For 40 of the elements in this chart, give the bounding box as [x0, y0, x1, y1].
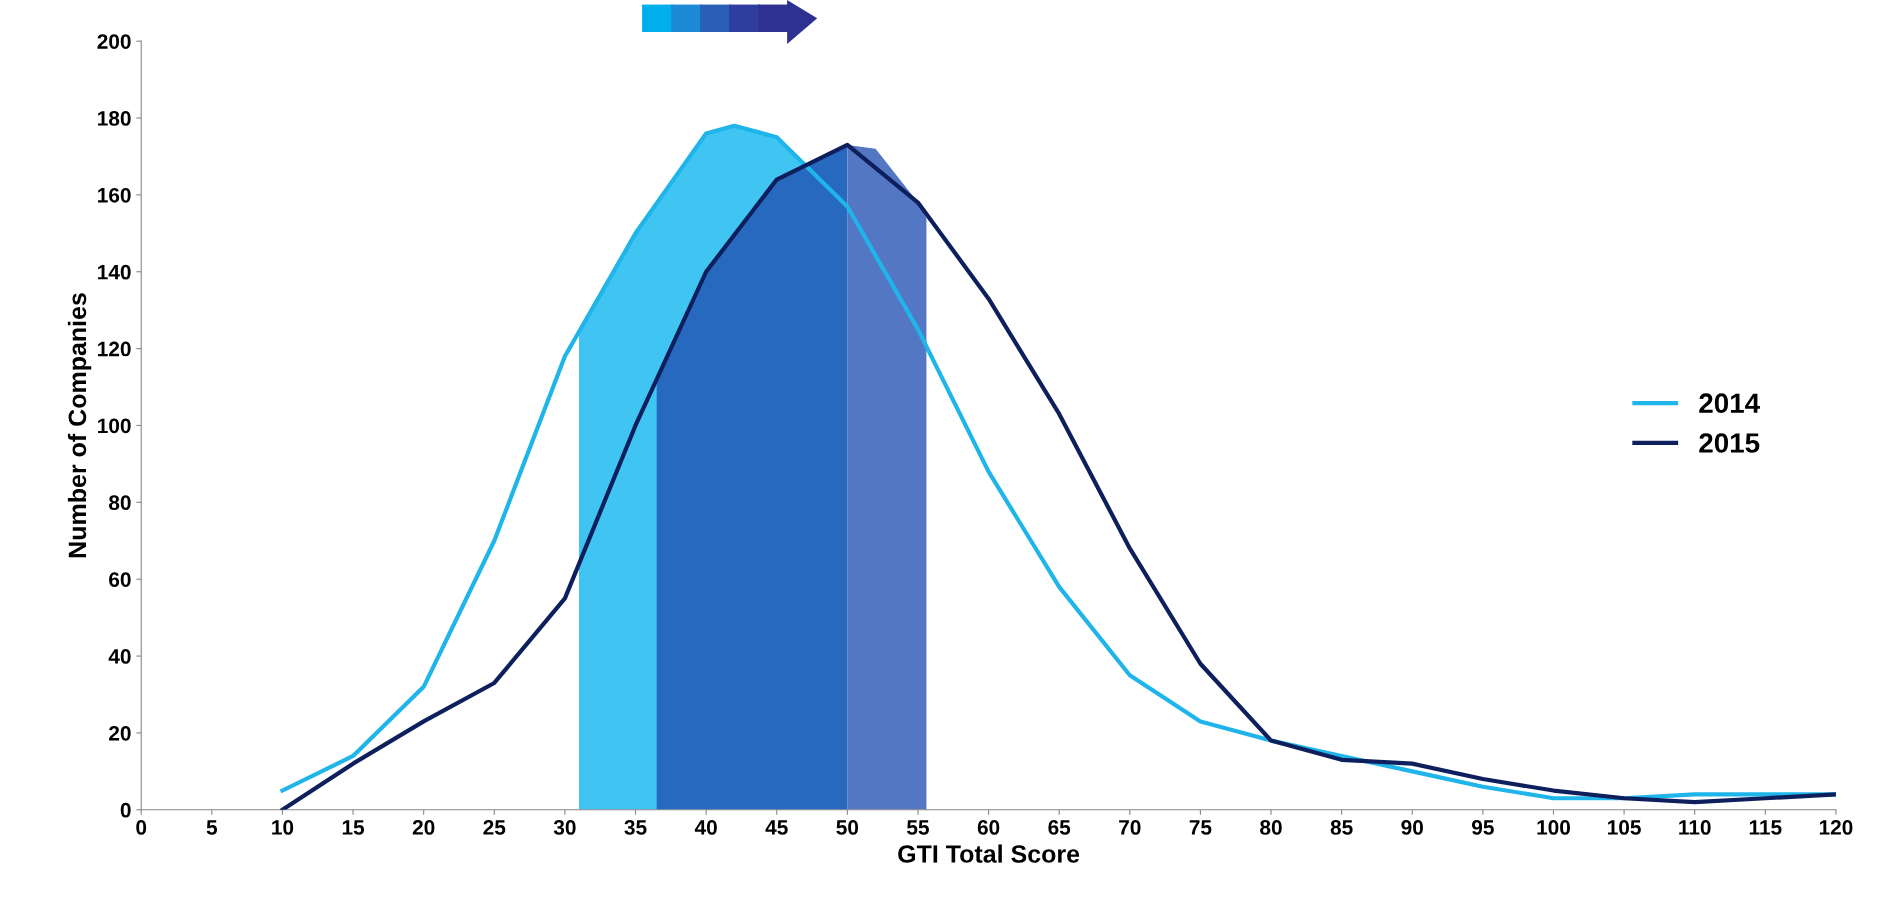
x-tick-label: 0 [136, 820, 147, 835]
x-tick-label: 115 [1749, 820, 1782, 835]
x-tick-label: 95 [1472, 820, 1494, 835]
x-tick-label: 85 [1330, 820, 1353, 835]
y-tick-label: 160 [98, 187, 131, 203]
x-tick-label: 45 [765, 820, 788, 835]
y-tick-label: 40 [108, 649, 131, 664]
x-tick-label: 90 [1401, 820, 1423, 835]
x-tick-label: 10 [272, 820, 294, 835]
x-tick-label: 100 [1537, 820, 1570, 835]
x-tick-label: 75 [1189, 820, 1212, 835]
x-tick-label: 25 [483, 820, 506, 835]
y-tick-label: 200 [97, 34, 131, 49]
x-tick-label: 80 [1260, 820, 1282, 835]
x-tick-label: 110 [1679, 820, 1711, 835]
x-axis-title: GTI Total Score [898, 844, 1080, 863]
y-tick-label: 60 [109, 572, 131, 587]
x-tick-label: 105 [1608, 820, 1641, 835]
x-tick-label: 55 [907, 820, 929, 835]
x-tick-label: 65 [1048, 820, 1071, 835]
y-tick-label: 80 [108, 495, 131, 511]
x-tick-label: 60 [977, 820, 1000, 835]
x-tick-label: 20 [412, 820, 435, 835]
x-tick-label: 40 [694, 820, 717, 835]
x-tick-label: 35 [624, 820, 647, 835]
y-tick-label: 20 [109, 725, 131, 741]
y-tick-label: 140 [98, 264, 131, 280]
y-tick-label: 120 [98, 341, 131, 357]
y-axis-title: Number of Companies [67, 293, 92, 558]
y-tick-label: 0 [120, 802, 131, 818]
legend-label: 2014 [1699, 393, 1760, 414]
legend-label: 2015 [1699, 433, 1760, 453]
x-tick-label: 5 [206, 820, 218, 835]
x-tick-label: 30 [553, 820, 576, 835]
x-tick-label: 15 [342, 820, 365, 835]
x-tick-label: 70 [1119, 820, 1141, 835]
y-tick-label: 100 [98, 418, 131, 434]
x-tick-label: 120 [1819, 820, 1853, 835]
x-tick-label: 50 [836, 820, 859, 835]
y-tick-label: 180 [98, 111, 131, 126]
